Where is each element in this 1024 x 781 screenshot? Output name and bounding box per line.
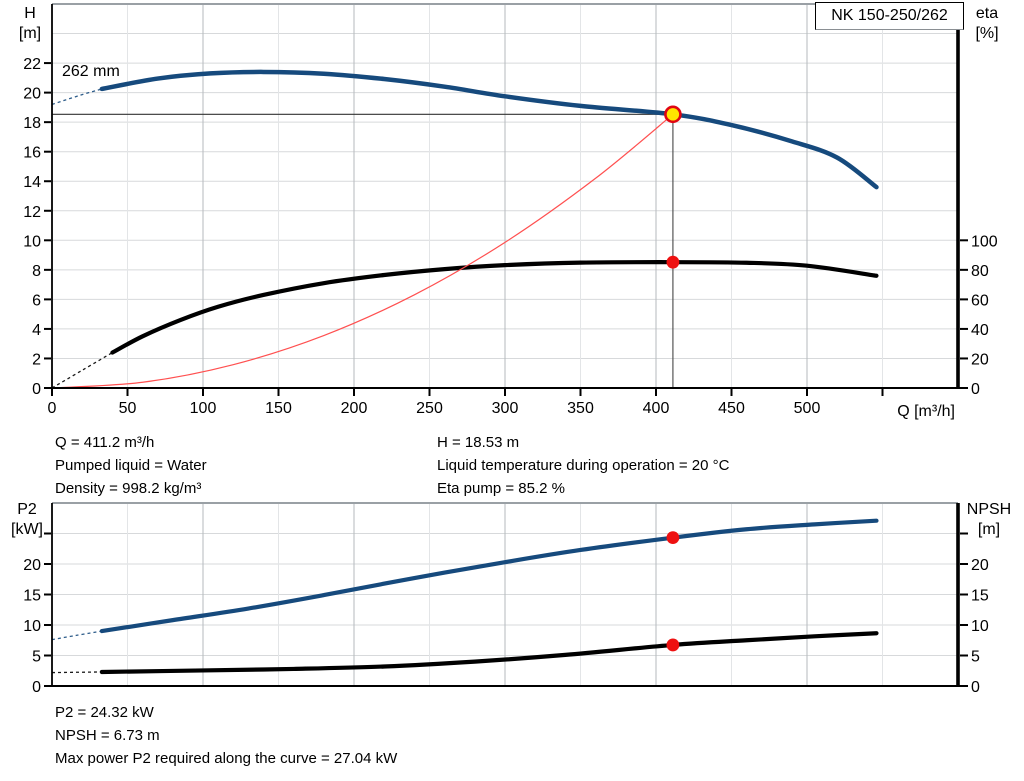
- flow-value: Q = 411.2 m³/h: [55, 434, 155, 451]
- system-curve[interactable]: [51, 113, 674, 389]
- right-tick-label: 5: [971, 649, 980, 666]
- head-curve-dashed-start: [51, 88, 103, 106]
- duty-point-marker[interactable]: [664, 105, 682, 124]
- right-tick-label: 60: [971, 292, 989, 309]
- npsh-point-marker[interactable]: [666, 638, 680, 652]
- right-axis-title-eta: eta [%]: [964, 4, 1010, 44]
- pump-model-box[interactable]: NK 150-250/262: [815, 2, 964, 30]
- npsh-axis-symbol: NPSH: [966, 501, 1012, 518]
- result-data-block: P2 = 24.32 kW NPSH = 6.73 m Max power P2…: [55, 701, 397, 770]
- p2-axis-unit: [kW]: [11, 521, 43, 538]
- npsh-axis-unit: [m]: [977, 521, 1001, 538]
- left-tick-label: 18: [23, 115, 41, 132]
- right-tick-label: 20: [971, 557, 989, 574]
- npsh-value: NPSH = 6.73 m: [55, 727, 160, 744]
- efficiency-point-marker[interactable]: [666, 255, 680, 269]
- left-tick-label: 0: [32, 679, 41, 696]
- left-tick-label: 10: [23, 618, 41, 635]
- x-tick-label: 150: [265, 400, 292, 417]
- left-tick-label: 22: [23, 56, 41, 73]
- x-axis-title-q: Q [m³/h]: [897, 403, 955, 420]
- left-tick-label: 6: [32, 292, 41, 309]
- pumped-liquid-value: Pumped liquid = Water: [55, 457, 207, 474]
- x-tick-label: 350: [567, 400, 594, 417]
- left-tick-label: 8: [32, 263, 41, 280]
- eta-axis-symbol: eta: [975, 5, 999, 22]
- operating-data-right: H = 18.53 m Liquid temperature during op…: [437, 431, 729, 500]
- right-tick-label: 10: [971, 618, 989, 635]
- x-tick-label: 400: [643, 400, 670, 417]
- h-axis-unit: [m]: [18, 25, 42, 42]
- right-axis-title-npsh: NPSH [m]: [960, 500, 1018, 540]
- left-tick-label: 20: [23, 557, 41, 574]
- npsh-curve-dashed-start: [51, 671, 102, 674]
- h-axis-symbol: H: [24, 5, 36, 22]
- left-tick-label: 4: [32, 322, 41, 339]
- eta-pump-value: Eta pump = 85.2 %: [437, 480, 565, 497]
- right-tick-label: 80: [971, 263, 989, 280]
- efficiency-curve-dashed-start: [51, 351, 113, 389]
- left-axis-title-p2: P2 [kW]: [6, 500, 48, 540]
- x-tick-label: 500: [794, 400, 821, 417]
- x-tick-label: 250: [416, 400, 443, 417]
- x-tick-label: 50: [119, 400, 137, 417]
- left-tick-label: 12: [23, 204, 41, 221]
- x-tick-label: 450: [718, 400, 745, 417]
- right-tick-label: 20: [971, 351, 989, 368]
- impeller-diameter-label: 262 mm: [62, 63, 120, 80]
- right-tick-label: 40: [971, 322, 989, 339]
- max-power-value: Max power P2 required along the curve = …: [55, 750, 398, 767]
- power-point-marker[interactable]: [666, 531, 680, 545]
- head-value: H = 18.53 m: [437, 434, 520, 451]
- power-curve[interactable]: [99, 518, 879, 634]
- left-tick-label: 16: [23, 145, 41, 162]
- right-tick-label: 100: [971, 233, 998, 250]
- x-tick-label: 200: [341, 400, 368, 417]
- density-value: Density = 998.2 kg/m³: [55, 480, 202, 497]
- right-tick-label: 0: [971, 381, 980, 398]
- left-axis-title-h: H [m]: [10, 4, 50, 44]
- efficiency-curve[interactable]: [110, 260, 879, 355]
- head-curve[interactable]: [99, 69, 879, 190]
- x-tick-label: 300: [492, 400, 519, 417]
- x-tick-label: 0: [48, 400, 57, 417]
- left-tick-label: 2: [32, 351, 41, 368]
- left-tick-label: 14: [23, 174, 41, 191]
- left-tick-label: 5: [32, 649, 41, 666]
- left-tick-label: 0: [32, 381, 41, 398]
- right-tick-label: 15: [971, 588, 989, 605]
- npsh-curve[interactable]: [99, 631, 879, 675]
- eta-axis-unit: [%]: [975, 25, 999, 42]
- liquid-temperature-value: Liquid temperature during operation = 20…: [437, 457, 730, 474]
- left-tick-label: 10: [23, 233, 41, 250]
- power-curve-dashed-start: [51, 630, 102, 641]
- pump-model-label: NK 150-250/262: [831, 7, 948, 24]
- right-tick-label: 0: [971, 679, 980, 696]
- p2-value: P2 = 24.32 kW: [55, 704, 154, 721]
- p2-axis-symbol: P2: [17, 501, 37, 518]
- operating-data-left: Q = 411.2 m³/h Pumped liquid = Water Den…: [55, 431, 207, 500]
- x-tick-label: 100: [190, 400, 217, 417]
- left-tick-label: 20: [23, 86, 41, 103]
- left-tick-label: 15: [23, 588, 41, 605]
